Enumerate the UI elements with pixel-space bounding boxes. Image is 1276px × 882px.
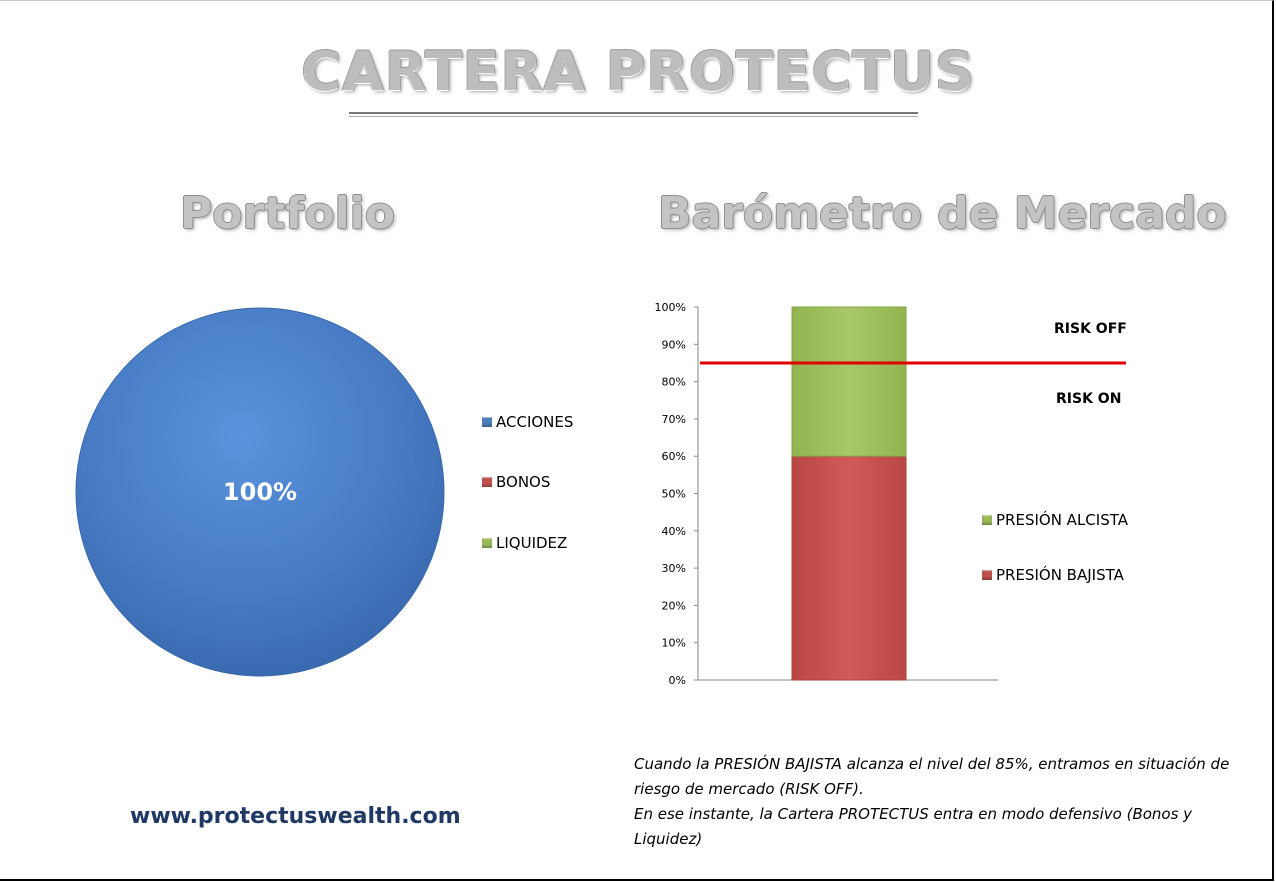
legend-label: LIQUIDEZ: [496, 534, 568, 552]
pie-data-label: 100%: [223, 478, 297, 506]
y-tick-label: 10%: [662, 637, 686, 650]
legend-item-liquidez: LIQUIDEZ: [482, 534, 567, 552]
note-line-1: Cuando la PRESIÓN BAJISTA alcanza el niv…: [634, 755, 1230, 798]
y-tick-label: 90%: [662, 338, 686, 351]
y-tick-label: 100%: [655, 301, 686, 314]
legend-swatch: [982, 515, 992, 525]
portfolio-pie-chart: 100%: [75, 307, 445, 677]
title-underline: [349, 112, 918, 117]
legend-label: PRESIÓN ALCISTA: [996, 511, 1128, 529]
legend-label: PRESIÓN BAJISTA: [996, 566, 1124, 584]
legend-swatch: [482, 417, 492, 427]
page-title: CARTERA PROTECTUS: [301, 40, 975, 103]
legend-label: BONOS: [496, 473, 551, 491]
barometer-title: Barómetro de Mercado: [658, 188, 1227, 239]
risk-off-label: RISK OFF: [1054, 321, 1127, 337]
y-tick-label: 0%: [669, 674, 686, 687]
legend-label: ACCIONES: [496, 413, 574, 431]
bar-segment-presion-alcista: [791, 306, 907, 457]
note-line-2: En ese instante, la Cartera PROTECTUS en…: [634, 805, 1193, 848]
y-tick-label: 30%: [662, 562, 686, 575]
legend-swatch: [982, 570, 992, 580]
legend-item-acciones: ACCIONES: [482, 413, 573, 431]
risk-on-label: RISK ON: [1056, 391, 1122, 407]
y-tick-label: 70%: [662, 413, 686, 426]
legend-item-bonos: BONOS: [482, 473, 550, 491]
legend-item-presion-bajista: PRESIÓN BAJISTA: [982, 566, 1124, 584]
risk-note: Cuando la PRESIÓN BAJISTA alcanza el niv…: [634, 752, 1234, 852]
barometer-bar-chart: 0% 10% 20% 30% 40% 50% 60% 70% 80% 90% 100%: [655, 301, 1126, 687]
y-tick-label: 40%: [662, 525, 686, 538]
website-link[interactable]: www.protectuswealth.com: [130, 804, 461, 829]
y-tick-label: 20%: [662, 599, 686, 612]
legend-item-presion-alcista: PRESIÓN ALCISTA: [982, 511, 1128, 529]
y-tick-label: 60%: [662, 450, 686, 463]
bar-segment-presion-bajista: [791, 455, 907, 681]
legend-swatch: [482, 477, 492, 487]
portfolio-title: Portfolio: [180, 188, 395, 239]
pie-slice-acciones: [75, 307, 445, 677]
legend-swatch: [482, 538, 492, 548]
y-tick-label: 50%: [662, 488, 686, 501]
y-tick-label: 80%: [662, 376, 686, 389]
